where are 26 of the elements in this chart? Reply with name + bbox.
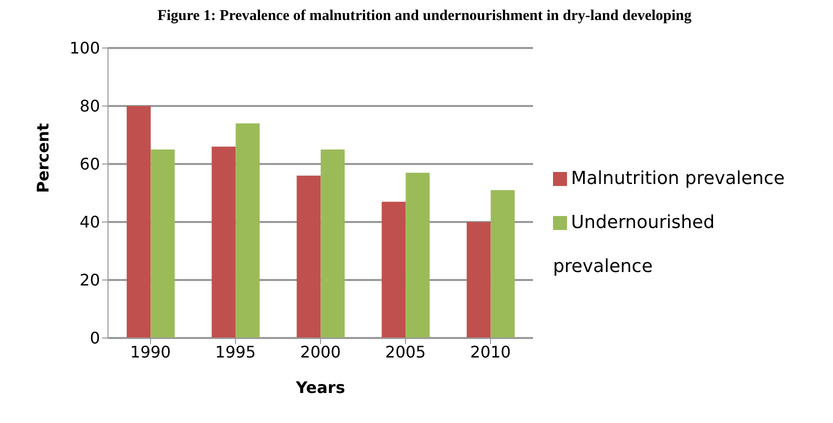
x-tick-label: 1990: [130, 342, 171, 362]
x-tick-label: 2005: [385, 342, 426, 362]
chart-title: Figure 1: Prevalence of malnutrition and undernourishment in dry-land developing: [156, 8, 693, 26]
y-tick-label: 100: [69, 38, 100, 58]
x-tick-label: 2010: [470, 342, 511, 362]
bar: [382, 202, 406, 338]
y-tick-label: 80: [80, 96, 100, 116]
legend-label: Malnutrition prevalence: [571, 168, 785, 189]
x-tick-label: 2000: [300, 342, 341, 362]
x-axis-title: Years: [294, 378, 346, 397]
y-tick-label: 20: [80, 270, 100, 290]
bar: [490, 190, 515, 338]
bar: [236, 123, 260, 338]
bar: [320, 150, 345, 338]
y-axis-title: Percent: [34, 122, 53, 193]
x-tick-label: 1995: [215, 342, 256, 362]
y-tick-label: 0: [90, 328, 100, 348]
bar: [126, 106, 151, 338]
bar: [212, 146, 236, 338]
bar: [406, 172, 430, 338]
y-tick-label: 40: [80, 212, 100, 232]
bar: [296, 176, 321, 338]
bar: [150, 150, 175, 338]
y-tick-label: 60: [80, 154, 100, 174]
text: Undernourished prevalence: [553, 212, 715, 277]
bar: [466, 222, 491, 338]
